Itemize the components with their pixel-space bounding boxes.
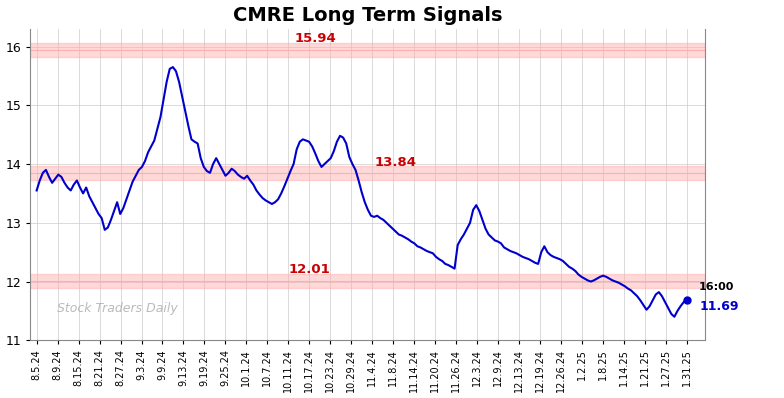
Bar: [31, 274, 706, 288]
Text: 12.01: 12.01: [289, 263, 330, 276]
Text: Stock Traders Daily: Stock Traders Daily: [57, 302, 178, 315]
Bar: [31, 166, 706, 180]
Text: 15.94: 15.94: [294, 32, 336, 45]
Text: 13.84: 13.84: [375, 156, 417, 169]
Text: 16:00: 16:00: [699, 282, 735, 292]
Text: 11.69: 11.69: [699, 300, 739, 313]
Title: CMRE Long Term Signals: CMRE Long Term Signals: [233, 6, 503, 25]
Bar: [31, 43, 706, 57]
